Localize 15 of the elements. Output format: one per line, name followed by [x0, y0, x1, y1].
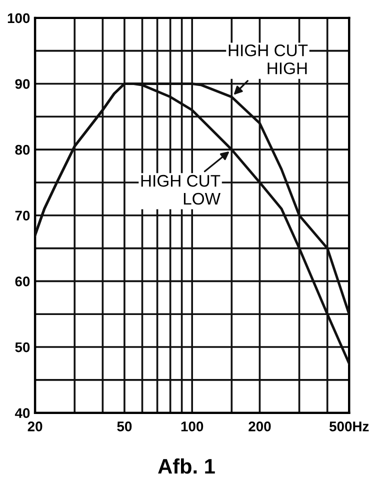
x-tick-label: 100 [181, 422, 204, 432]
x-tick-label: 500Hz [329, 422, 369, 432]
y-tick-label: 40 [14, 408, 30, 418]
y-tick-label: 50 [15, 342, 30, 352]
y-tick-label: 60 [15, 276, 30, 286]
y-tick-label: 70 [15, 210, 30, 221]
y-tick-label: 100 [8, 13, 30, 24]
text: Afb. 1 [158, 458, 215, 474]
annotation: HIGH CUT HIGH [228, 44, 308, 74]
y-tick-label: 80 [15, 144, 30, 155]
x-tick-label: 50 [117, 422, 132, 432]
y-tick-label: 90 [15, 79, 30, 89]
annotation: HIGH CUT LOW [141, 174, 220, 205]
x-tick-label: 200 [248, 422, 271, 432]
x-tick-label: 20 [28, 422, 42, 432]
